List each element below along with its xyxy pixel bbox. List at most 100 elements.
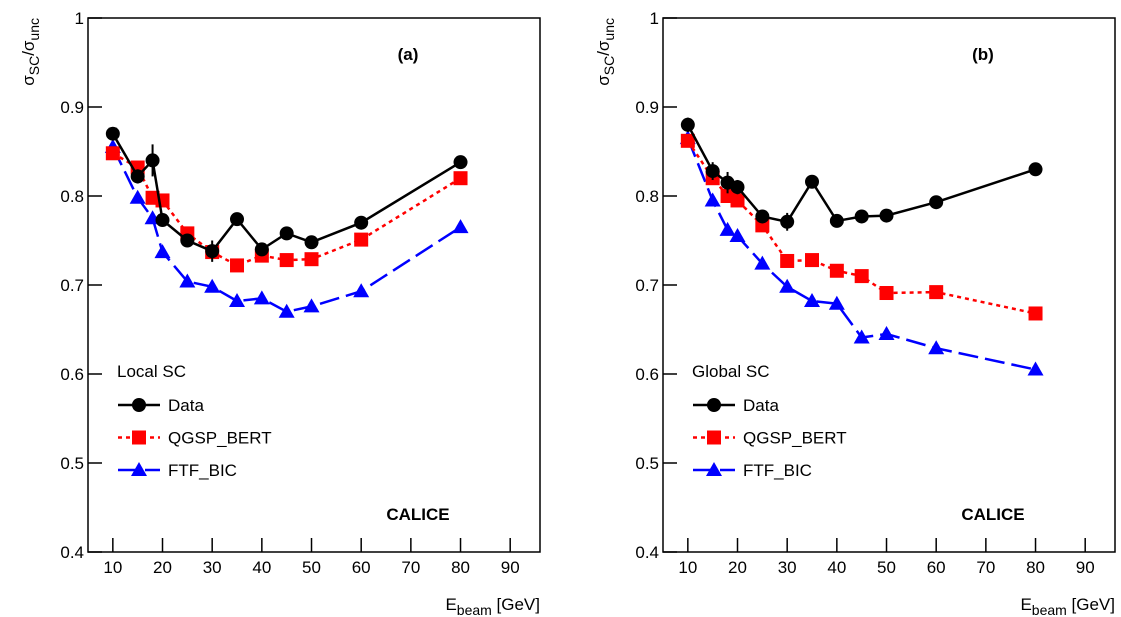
legend-title: Global SC [692,362,769,381]
x-tick-label: 30 [203,558,222,577]
marker [180,233,195,248]
x-tick-label: 10 [103,558,122,577]
marker [279,226,294,241]
y-axis-label: σSC/σunc [19,18,42,86]
x-tick-label: 20 [153,558,172,577]
marker [878,325,895,340]
legend-label: FTF_BIC [168,461,237,480]
marker [254,242,269,257]
marker [879,286,894,301]
y-axis-label-part: unc [601,18,617,41]
marker [853,329,870,344]
marker [719,221,736,236]
watermark: CALICE [961,505,1024,524]
legend-label: Data [743,396,779,415]
marker [705,164,720,179]
marker [929,285,944,300]
marker [780,214,795,229]
marker [179,273,196,288]
x-axis-label: Ebeam [GeV] [1020,595,1115,617]
panel-label: (b) [972,45,994,64]
legend-marker [132,398,146,412]
x-tick-label: 60 [352,558,371,577]
marker [253,290,270,305]
marker [145,153,160,168]
y-tick-label: 0.8 [60,187,84,206]
marker [452,219,469,234]
marker [730,193,745,208]
marker [680,117,695,132]
marker [354,215,369,230]
y-axis-label: σSC/σunc [594,18,617,86]
series-line [686,137,1036,371]
y-tick-label: 1 [650,9,659,28]
marker [1027,361,1044,376]
legend-title: Local SC [117,362,186,381]
x-tick-label: 30 [778,558,797,577]
marker [854,209,869,224]
y-tick-label: 0.4 [60,543,84,562]
x-tick-label: 90 [501,558,520,577]
x-tick-label: 40 [252,558,271,577]
marker [278,303,295,318]
marker [754,255,771,270]
legend-marker [707,398,721,412]
plot-frame [87,17,541,553]
x-tick-label: 70 [401,558,420,577]
y-tick-label: 0.7 [635,276,659,295]
marker [154,244,171,259]
marker [129,189,146,204]
y-tick-label: 0.7 [60,276,84,295]
legend-label: Data [168,396,204,415]
y-axis-label-part: unc [26,18,42,41]
marker [730,180,745,195]
x-axis-label: Ebeam [GeV] [445,595,540,617]
marker [779,278,796,293]
marker [1028,162,1043,177]
marker [854,269,869,284]
marker [828,295,845,310]
panel: 0.4 0.5 0.6 0.7 0.8 0.9 1 10 20 30 40 50 60 70 80 90 Ebe… [19,9,541,617]
marker [130,169,145,184]
y-tick-label: 0.6 [635,365,659,384]
marker [805,253,820,268]
marker [755,209,770,224]
x-tick-label: 20 [728,558,747,577]
y-axis-label-part: SC [601,56,617,75]
legend-label: QGSP_BERT [168,429,272,448]
marker [303,298,320,313]
marker [780,253,795,268]
legend-marker [132,430,146,445]
x-axis-label-part: E [1020,595,1031,614]
marker [879,208,894,223]
panel-label: (a) [398,45,419,64]
y-tick-label: 0.8 [635,187,659,206]
marker [680,133,695,148]
marker [453,155,468,170]
x-axis-label-part: beam [457,602,492,617]
marker [205,244,220,259]
x-tick-label: 50 [877,558,896,577]
marker [1028,306,1043,321]
marker [279,253,294,268]
legend-marker [131,462,147,476]
x-tick-label: 50 [302,558,321,577]
x-tick-label: 40 [827,558,846,577]
x-tick-label: 70 [976,558,995,577]
series-line [111,146,462,314]
series-line [686,140,1036,315]
panel: 0.4 0.5 0.6 0.7 0.8 0.9 1 10 20 30 40 50 60 70 80 90 Ebe… [594,9,1116,617]
y-tick-label: 0.6 [60,365,84,384]
marker [829,213,844,228]
legend-marker [707,430,721,445]
marker [230,212,245,227]
x-axis-label-part: beam [1032,602,1067,617]
marker [229,293,246,308]
marker [155,213,170,228]
legend-marker [706,462,722,476]
marker [729,228,746,243]
x-tick-label: 80 [451,558,470,577]
marker [204,278,221,293]
marker [704,192,721,207]
